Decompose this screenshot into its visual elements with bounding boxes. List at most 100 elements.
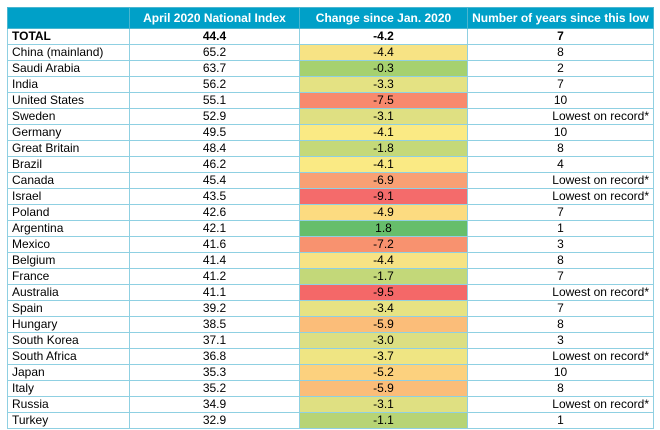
index-cell: 43.5 <box>129 188 300 205</box>
index-cell: 35.3 <box>129 364 300 381</box>
header-row: April 2020 National Index Change since J… <box>7 7 654 29</box>
change-cell: -3.3 <box>299 76 468 93</box>
table-row: South Africa 36.8 -3.7 Lowest on record* <box>7 348 654 365</box>
years-cell: 7 <box>467 268 654 285</box>
index-cell: 55.1 <box>129 92 300 109</box>
change-cell: -4.1 <box>299 156 468 173</box>
index-table-container: April 2020 National Index Change since J… <box>7 7 654 429</box>
total-row: TOTAL 44.4 -4.2 7 <box>7 28 654 45</box>
country-cell: Israel <box>7 188 130 205</box>
years-cell: 8 <box>467 140 654 157</box>
change-cell: -3.0 <box>299 332 468 349</box>
change-cell: -3.7 <box>299 348 468 365</box>
change-cell: -6.9 <box>299 172 468 189</box>
header-index: April 2020 National Index <box>129 7 300 29</box>
country-cell: Great Britain <box>7 140 130 157</box>
table-row: Germany 49.5 -4.1 10 <box>7 124 654 141</box>
change-cell: -1.8 <box>299 140 468 157</box>
country-cell: Hungary <box>7 316 130 333</box>
change-cell: -0.3 <box>299 60 468 77</box>
index-cell: 41.4 <box>129 252 300 269</box>
change-cell: -4.1 <box>299 124 468 141</box>
index-cell: 34.9 <box>129 396 300 413</box>
years-cell: Lowest on record* <box>467 172 654 189</box>
header-country <box>7 7 130 29</box>
table-row: Hungary 38.5 -5.9 8 <box>7 316 654 333</box>
change-cell: -3.1 <box>299 396 468 413</box>
table-row: China (mainland) 65.2 -4.4 8 <box>7 44 654 61</box>
country-cell: Italy <box>7 380 130 397</box>
country-cell: Sweden <box>7 108 130 125</box>
index-cell: 42.1 <box>129 220 300 237</box>
index-cell: 38.5 <box>129 316 300 333</box>
change-cell: -5.9 <box>299 316 468 333</box>
national-index-table: April 2020 National Index Change since J… <box>7 7 654 429</box>
index-cell: 42.6 <box>129 204 300 221</box>
index-cell: 45.4 <box>129 172 300 189</box>
change-cell: -7.2 <box>299 236 468 253</box>
country-cell: United States <box>7 92 130 109</box>
country-cell: Russia <box>7 396 130 413</box>
years-cell: 7 <box>467 300 654 317</box>
years-cell: 3 <box>467 236 654 253</box>
country-cell: Spain <box>7 300 130 317</box>
years-cell: 10 <box>467 364 654 381</box>
index-cell: 46.2 <box>129 156 300 173</box>
country-cell: India <box>7 76 130 93</box>
table-row: Russia 34.9 -3.1 Lowest on record* <box>7 396 654 413</box>
index-cell: 63.7 <box>129 60 300 77</box>
table-row: Canada 45.4 -6.9 Lowest on record* <box>7 172 654 189</box>
country-cell: Japan <box>7 364 130 381</box>
index-cell: 49.5 <box>129 124 300 141</box>
years-cell: 1 <box>467 412 654 429</box>
change-cell: -7.5 <box>299 92 468 109</box>
years-cell: Lowest on record* <box>467 284 654 301</box>
country-cell: Argentina <box>7 220 130 237</box>
table-row: Belgium 41.4 -4.4 8 <box>7 252 654 269</box>
table-row: Great Britain 48.4 -1.8 8 <box>7 140 654 157</box>
table-row: Saudi Arabia 63.7 -0.3 2 <box>7 60 654 77</box>
years-cell: 7 <box>467 28 654 45</box>
change-cell: -4.9 <box>299 204 468 221</box>
change-cell: -5.9 <box>299 380 468 397</box>
change-cell: -9.5 <box>299 284 468 301</box>
index-cell: 36.8 <box>129 348 300 365</box>
table-body: TOTAL 44.4 -4.2 7 China (mainland) 65.2 -4.4 8 S… <box>7 28 654 429</box>
change-cell: -1.7 <box>299 268 468 285</box>
index-cell: 52.9 <box>129 108 300 125</box>
years-cell: 3 <box>467 332 654 349</box>
years-cell: 7 <box>467 204 654 221</box>
change-cell: -1.1 <box>299 412 468 429</box>
country-cell: China (mainland) <box>7 44 130 61</box>
years-cell: Lowest on record* <box>467 396 654 413</box>
index-cell: 41.1 <box>129 284 300 301</box>
years-cell: Lowest on record* <box>467 108 654 125</box>
header-change: Change since Jan. 2020 <box>299 7 468 29</box>
years-cell: 10 <box>467 124 654 141</box>
change-cell: -3.4 <box>299 300 468 317</box>
index-cell: 39.2 <box>129 300 300 317</box>
country-cell: Mexico <box>7 236 130 253</box>
country-cell: TOTAL <box>7 28 130 45</box>
table-row: France 41.2 -1.7 7 <box>7 268 654 285</box>
index-cell: 65.2 <box>129 44 300 61</box>
years-cell: 10 <box>467 92 654 109</box>
table-row: Italy 35.2 -5.9 8 <box>7 380 654 397</box>
table-row: Spain 39.2 -3.4 7 <box>7 300 654 317</box>
country-cell: Canada <box>7 172 130 189</box>
country-cell: Brazil <box>7 156 130 173</box>
change-cell: 1.8 <box>299 220 468 237</box>
country-cell: South Korea <box>7 332 130 349</box>
table-row: Turkey 32.9 -1.1 1 <box>7 412 654 429</box>
table-row: South Korea 37.1 -3.0 3 <box>7 332 654 349</box>
country-cell: South Africa <box>7 348 130 365</box>
table-row: United States 55.1 -7.5 10 <box>7 92 654 109</box>
table-row: Brazil 46.2 -4.1 4 <box>7 156 654 173</box>
table-row: Sweden 52.9 -3.1 Lowest on record* <box>7 108 654 125</box>
change-cell: -5.2 <box>299 364 468 381</box>
years-cell: 8 <box>467 252 654 269</box>
change-cell: -3.1 <box>299 108 468 125</box>
years-cell: Lowest on record* <box>467 188 654 205</box>
index-cell: 32.9 <box>129 412 300 429</box>
years-cell: 8 <box>467 316 654 333</box>
